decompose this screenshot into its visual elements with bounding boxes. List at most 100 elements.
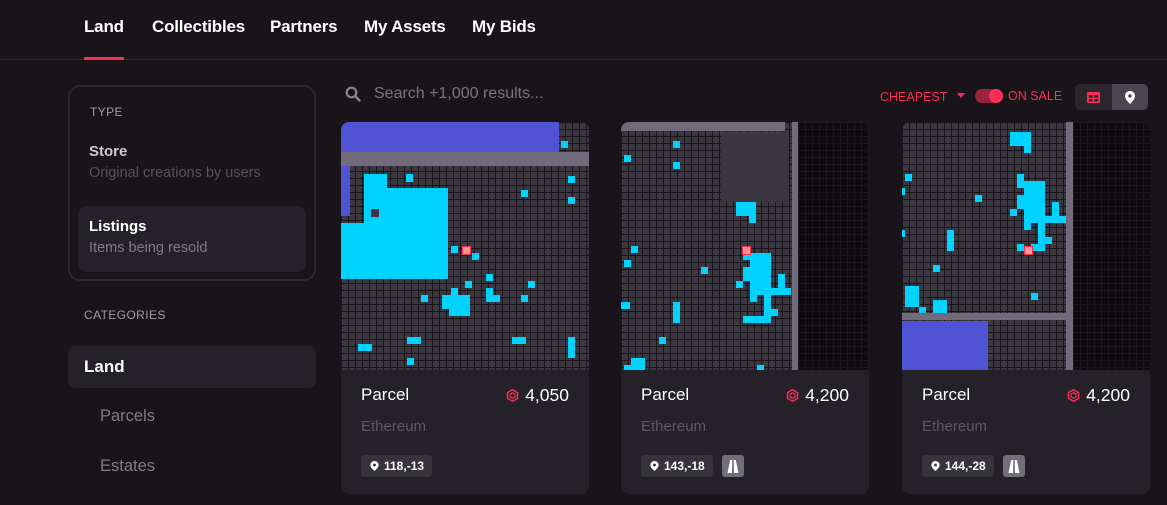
map-tile-road (621, 122, 785, 131)
price-value: 4,200 (1086, 385, 1130, 405)
road-icon (727, 459, 739, 473)
mana-icon (786, 389, 799, 402)
coordinates-badge: 143,-18 (641, 455, 713, 477)
parcel-card[interactable]: Parcel 4,200 Ethereum 143,-18 (621, 122, 869, 494)
map-tile-plaza (905, 300, 912, 307)
type-option-subtitle: Items being resold (89, 240, 208, 256)
category-parcels[interactable]: Parcels (100, 407, 156, 425)
card-network: Ethereum (361, 418, 427, 435)
map-tile-plaza (451, 246, 458, 253)
caret-down-icon (957, 93, 966, 98)
map-tile-plaza (673, 141, 680, 148)
grid-table-icon (1086, 91, 1100, 103)
map-tile-plaza (757, 365, 764, 370)
card-network: Ethereum (922, 418, 988, 435)
map-tile-plaza (451, 288, 458, 295)
on-sale-toggle[interactable]: ON SALE (975, 89, 1062, 103)
map-tile-road (1066, 122, 1073, 370)
tab-my-bids[interactable]: My Bids (472, 17, 536, 36)
map-tile-plaza (624, 365, 631, 370)
map-tile-plaza (486, 295, 500, 302)
map-tile-plaza (521, 190, 528, 197)
map-tile-plaza (749, 216, 756, 223)
card-badges: 143,-18 (641, 455, 744, 477)
road-adjacent-badge (721, 455, 744, 477)
sort-label: CHEAPEST (880, 90, 948, 104)
type-option-subtitle: Original creations by users (89, 165, 261, 181)
tab-collectibles[interactable]: Collectibles (152, 17, 246, 36)
map-tile-plaza (750, 295, 757, 302)
parcel-card[interactable]: Parcel 4,200 Ethereum 144,-28 (902, 122, 1150, 494)
map-tile-plaza (486, 274, 493, 281)
map-tile-plaza (407, 337, 421, 344)
map-tile-plaza (1052, 209, 1059, 216)
map-tile-plaza (486, 288, 493, 295)
map-view-button[interactable] (1111, 84, 1148, 110)
tab-my-assets[interactable]: My Assets (364, 17, 446, 36)
map-tile-plaza (449, 295, 470, 316)
map-tile-plaza (341, 223, 364, 279)
type-option-listings[interactable]: Listings Items being resold (78, 206, 306, 272)
card-network: Ethereum (641, 418, 707, 435)
grid-view-button[interactable] (1075, 84, 1112, 110)
map-tile-plaza (778, 281, 785, 288)
toggle-knob (989, 89, 1003, 103)
map-tile-plaza (1010, 132, 1031, 146)
category-land[interactable]: Land (68, 346, 316, 388)
map-tile-district (341, 122, 559, 152)
map-tile-plaza (621, 302, 630, 309)
view-mode-switch (1075, 84, 1148, 110)
type-option-title: Store (89, 143, 128, 160)
toggle-switch[interactable] (975, 89, 1003, 103)
card-price: 4,200 (1067, 385, 1130, 406)
location-pin-icon (370, 461, 379, 471)
search-input[interactable] (374, 85, 754, 103)
map-tile-plaza (1024, 195, 1045, 223)
location-pin-icon (650, 461, 659, 471)
map-tile-plaza (912, 300, 919, 307)
parcel-map-thumbnail (341, 122, 589, 370)
card-price: 4,050 (506, 385, 569, 406)
map-tile-road (902, 313, 1066, 320)
map-tile-plaza (568, 197, 575, 204)
map-tile-plaza (624, 260, 631, 267)
map-tile-plaza (528, 281, 535, 288)
map-tile-plaza (736, 281, 743, 288)
type-option-title: Listings (89, 218, 147, 235)
map-tile-plaza (673, 162, 680, 169)
map-tile-plaza (736, 202, 756, 216)
categories-section-label: Categories (84, 308, 166, 322)
map-tile-plaza (1024, 181, 1045, 195)
map-tile-plaza (568, 337, 575, 358)
search-icon (345, 86, 361, 102)
map-tile-plaza (905, 174, 912, 181)
map-tile-owned-block (721, 132, 789, 202)
coordinates-value: 143,-18 (664, 459, 705, 473)
road-adjacent-badge (1002, 455, 1025, 477)
map-tile-selected-parcel (462, 246, 471, 255)
map-tile-selected-parcel (742, 246, 751, 255)
map-tile-plaza (364, 174, 387, 188)
tab-partners[interactable]: Partners (270, 17, 338, 36)
road-icon (1008, 459, 1020, 473)
coordinates-value: 144,-28 (945, 459, 986, 473)
category-estates[interactable]: Estates (100, 457, 156, 475)
map-tile-plaza (940, 307, 947, 313)
map-tile-plaza (631, 246, 638, 253)
on-sale-label: ON SALE (1008, 89, 1063, 103)
search-bar (345, 80, 765, 108)
map-tile-plaza (358, 344, 372, 351)
tab-land[interactable]: Land (84, 17, 124, 60)
map-tile-plaza (933, 265, 940, 272)
map-tile-plaza (472, 253, 479, 260)
map-tile-plaza (975, 195, 982, 202)
map-tile-plaza (743, 267, 750, 281)
type-option-store[interactable]: Store Original creations by users (78, 131, 306, 197)
map-tile-selected-parcel (1024, 246, 1033, 255)
sort-dropdown[interactable]: CHEAPEST (880, 90, 966, 104)
map-tile-plaza (631, 358, 645, 370)
map-tile-plaza (1031, 244, 1045, 251)
card-badges: 144,-28 (922, 455, 1025, 477)
map-tile-plaza (919, 307, 926, 313)
parcel-card[interactable]: Parcel 4,050 Ethereum 118,-13 (341, 122, 589, 494)
